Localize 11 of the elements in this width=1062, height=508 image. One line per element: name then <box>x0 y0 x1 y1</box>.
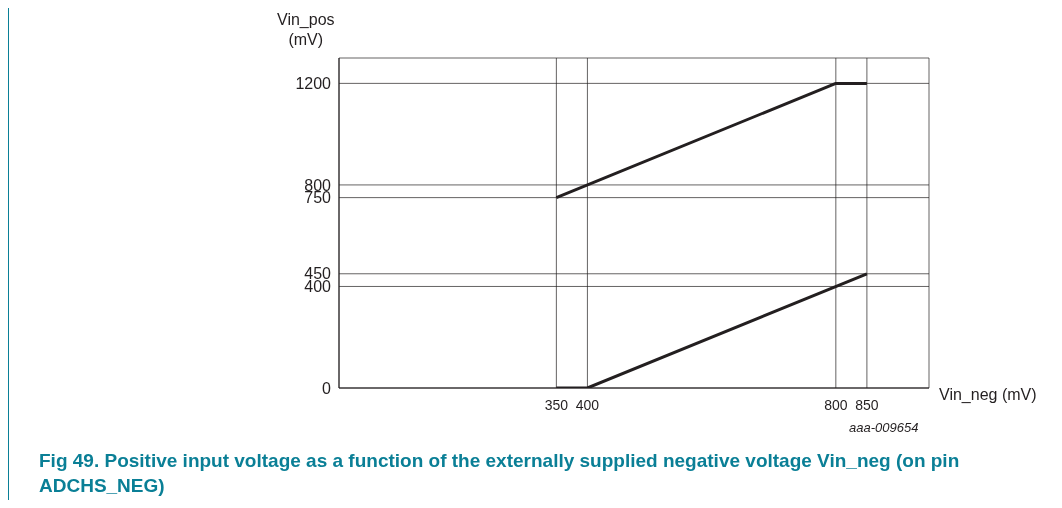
y-tick-label: 400 <box>304 278 332 296</box>
x-tick-label: 800 <box>824 397 848 413</box>
x-axis-title: Vin_neg (mV) <box>939 386 1037 404</box>
x-tick-label: 850 <box>855 397 879 413</box>
y-tick-label: 1200 <box>295 75 332 93</box>
x-tick-label: 400 <box>575 397 600 413</box>
x-tick-label: 350 <box>544 397 569 413</box>
text: Fig 49. Positive input voltage as a function of the externally supplied negative voltage Vin_neg (on pin ADCHS_NEG) <box>39 449 961 498</box>
y-tick-label: 0 <box>322 379 332 397</box>
text: aaa-009654 <box>849 420 919 435</box>
y-axis-title: Vin_pos (mV) <box>277 10 335 50</box>
